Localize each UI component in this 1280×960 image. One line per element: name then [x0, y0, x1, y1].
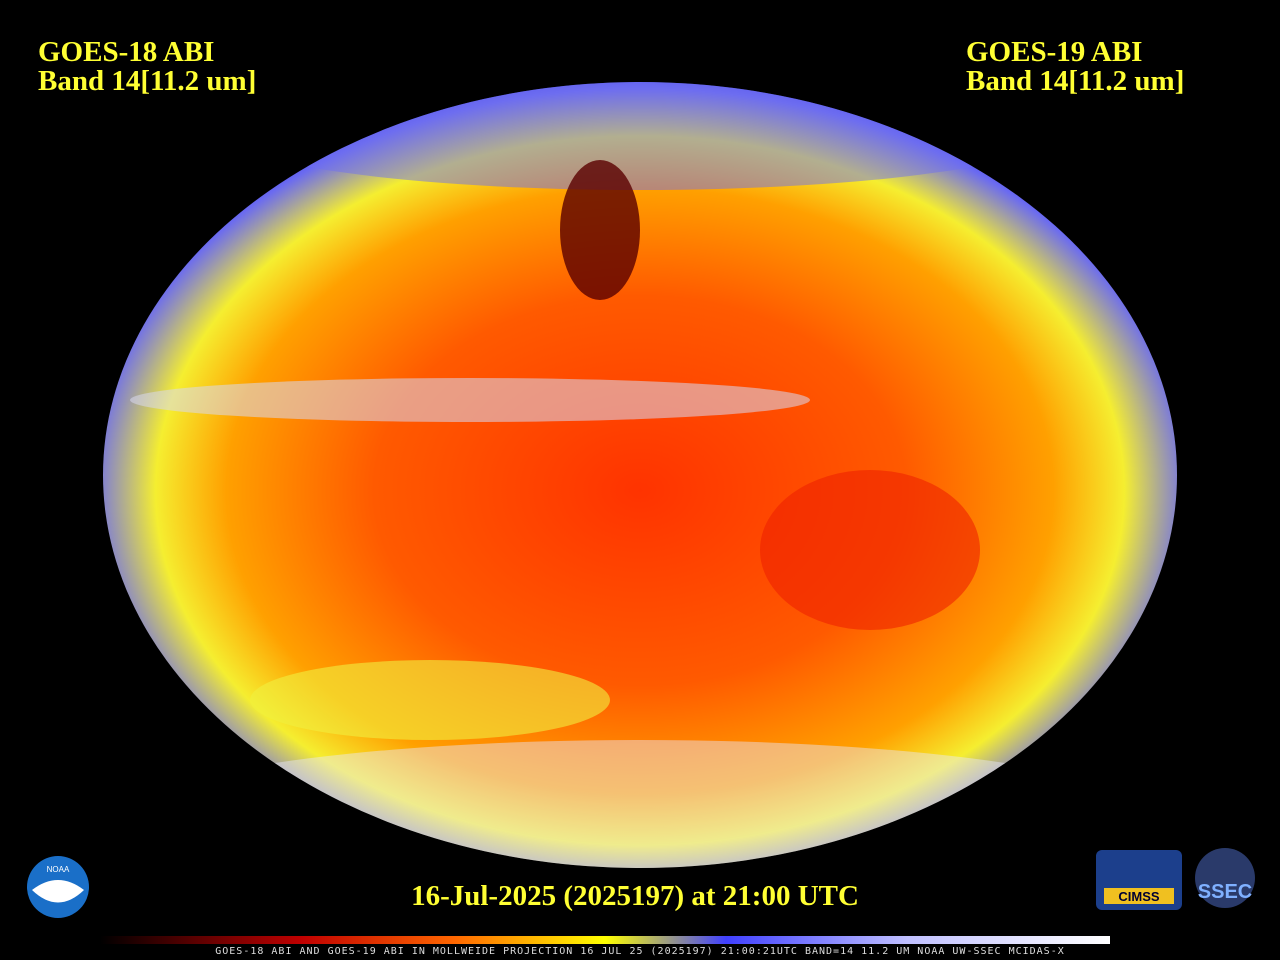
color-bar: [100, 936, 1110, 944]
ssec-label: SSEC: [1198, 881, 1252, 903]
cimss-label: CIMSS: [1118, 889, 1160, 904]
footer: GOES-18 ABI AND GOES-19 ABI IN MOLLWEIDE…: [215, 946, 1065, 957]
right-header: GOES-19 ABI Band 14[11.2 um]: [966, 38, 1184, 96]
right-band: Band 14[11.2 um]: [966, 65, 1185, 97]
timestamp: 16-Jul-2025 (2025197) at 21:00 UTC: [411, 880, 859, 912]
noaa-wave: [32, 880, 84, 903]
left-band: Band 14[11.2 um]: [38, 65, 257, 97]
right-title: GOES-19 ABI: [966, 36, 1143, 68]
cimss-banner: [1104, 888, 1174, 904]
ssec-logo: [1195, 848, 1255, 908]
left-title: GOES-18 ABI: [38, 36, 215, 68]
noaa-label: NOAA: [47, 865, 70, 874]
left-header: GOES-18 ABI Band 14[11.2 um]: [38, 38, 256, 96]
